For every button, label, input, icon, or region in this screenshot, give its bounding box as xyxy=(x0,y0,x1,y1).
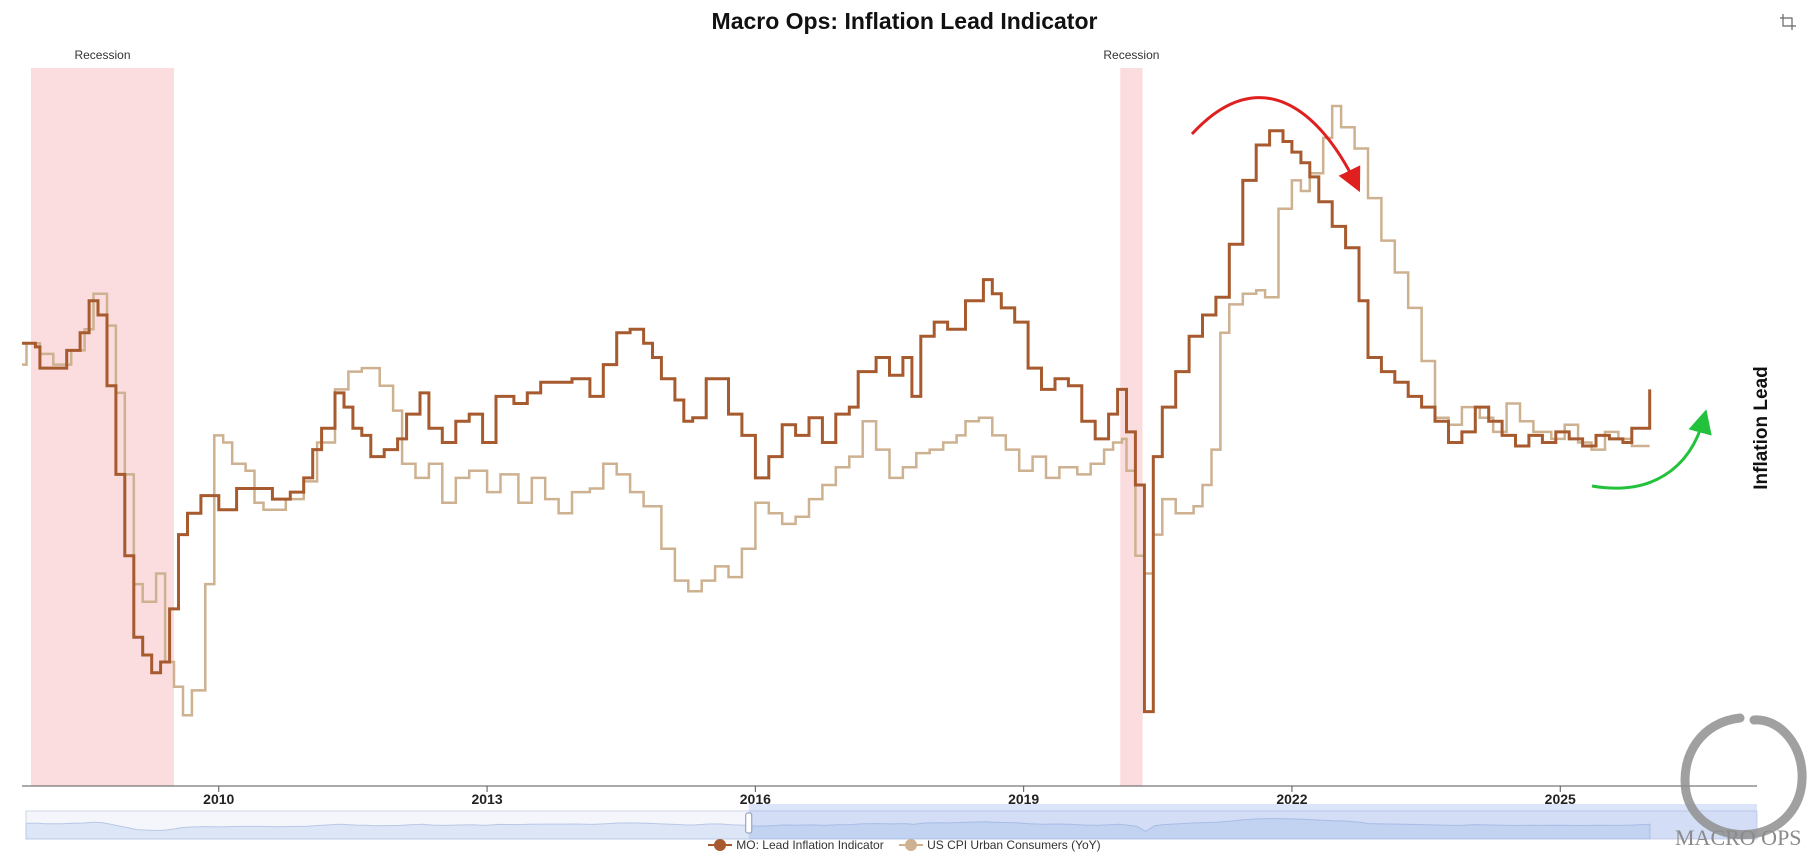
legend-item-cpi[interactable]: US CPI Urban Consumers (YoY) xyxy=(899,838,1101,852)
legend-label-cpi: US CPI Urban Consumers (YoY) xyxy=(927,838,1101,852)
logo-text: MACRO OPS xyxy=(1675,825,1802,850)
x-tick-label-2010: 2010 xyxy=(203,791,234,807)
x-tick-label-2019: 2019 xyxy=(1008,791,1039,807)
legend-item-lead[interactable]: MO: Lead Inflation Indicator xyxy=(708,838,884,852)
navigator-series xyxy=(25,818,1651,840)
recession-band-2 xyxy=(1120,68,1143,786)
navigator[interactable] xyxy=(25,804,1758,840)
recession-layer: Recession Recession xyxy=(30,48,1159,786)
series-line-lead-indicator[interactable] xyxy=(22,129,1652,714)
macro-ops-logo xyxy=(1680,713,1807,840)
recession-label-1: Recession xyxy=(74,48,130,62)
legend-marker-lead xyxy=(708,839,733,851)
series-layer xyxy=(22,104,1652,717)
x-axis-ticks: 2010 2013 2016 2019 2022 2025 xyxy=(203,786,1576,807)
arrow-up-annotation xyxy=(1591,409,1712,490)
x-tick-label-2016: 2016 xyxy=(740,791,771,807)
navigator-selection[interactable] xyxy=(748,804,1757,839)
x-tick-label-2025: 2025 xyxy=(1545,791,1576,807)
annotation-layer xyxy=(1190,96,1712,490)
x-tick-label-2013: 2013 xyxy=(471,791,502,807)
navigator-handle-left[interactable] xyxy=(745,812,753,834)
legend: MO: Lead Inflation Indicator US CPI Urba… xyxy=(0,838,1809,854)
recession-band-1 xyxy=(30,68,175,786)
chart-title: Macro Ops: Inflation Lead Indicator xyxy=(711,8,1098,34)
legend-marker-cpi xyxy=(899,839,924,851)
arrow-down-annotation xyxy=(1190,96,1361,193)
x-tick-label-2022: 2022 xyxy=(1276,791,1307,807)
recession-label-2: Recession xyxy=(1103,48,1159,62)
series-line-cpi-yoy[interactable] xyxy=(22,104,1650,717)
legend-label-lead: MO: Lead Inflation Indicator xyxy=(736,838,884,852)
crop-icon[interactable] xyxy=(1780,14,1796,30)
